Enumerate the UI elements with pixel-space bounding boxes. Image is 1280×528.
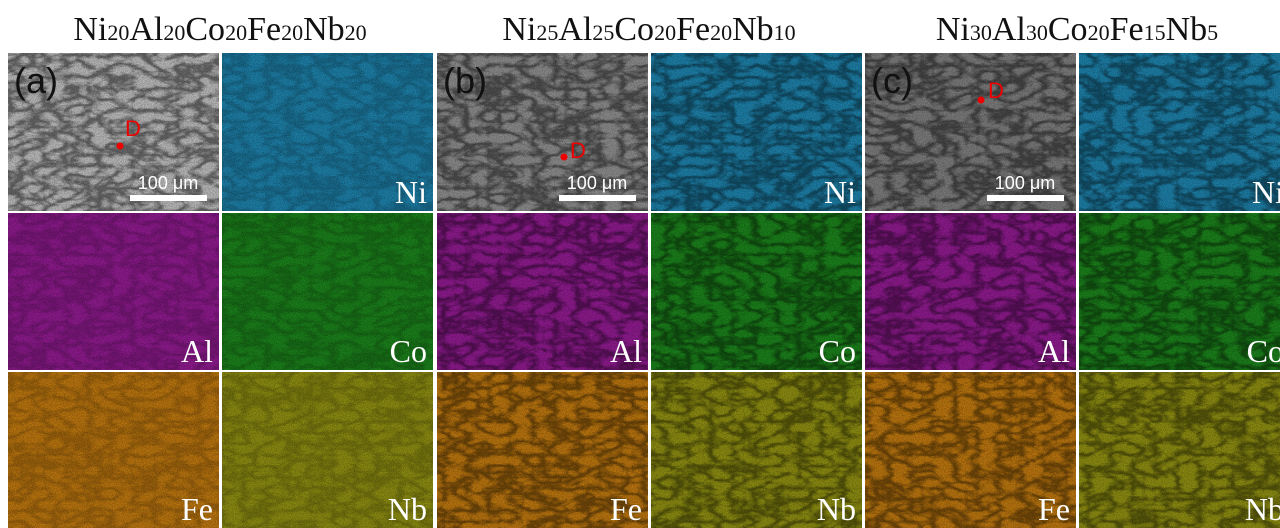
subscript: 15 <box>1144 20 1166 45</box>
scale-label: 100 μm <box>138 173 198 193</box>
element: Nb <box>303 11 345 48</box>
column-title: Ni25Al25Co20Fe20Nb10 <box>502 11 795 48</box>
subscript: 20 <box>281 20 303 45</box>
element-label: Al <box>610 333 642 369</box>
eds-map: Al <box>865 213 1076 370</box>
element-label: Co <box>819 333 856 369</box>
element: Al <box>558 11 592 48</box>
point-marker <box>978 97 985 104</box>
element: Ni <box>502 11 536 48</box>
element-label: Fe <box>1038 491 1070 527</box>
subscript: 30 <box>970 20 992 45</box>
element-label: Al <box>1038 333 1070 369</box>
panel-label: (a) <box>14 60 58 101</box>
eds-map: Al <box>437 213 648 370</box>
point-label: D <box>988 78 1004 103</box>
scale-bar <box>559 195 636 201</box>
eds-map: Fe <box>437 372 648 528</box>
panel-label: (b) <box>443 60 487 101</box>
eds-map: Ni <box>1079 53 1280 211</box>
element: Ni <box>73 11 107 48</box>
subscript: 20 <box>1088 20 1110 45</box>
subscript: 10 <box>774 20 796 45</box>
element: Al <box>992 11 1026 48</box>
element-label: Ni <box>1252 174 1280 210</box>
eds-map: Nb <box>1079 372 1280 528</box>
sem-image: (a) D 100 μm <box>8 53 219 211</box>
element-label: Nb <box>1245 491 1280 527</box>
element-label: Fe <box>610 491 642 527</box>
subscript: 20 <box>654 20 676 45</box>
scale-bar <box>130 195 207 201</box>
element-label: Al <box>181 333 213 369</box>
subscript: 25 <box>536 20 558 45</box>
eds-map: Co <box>651 213 862 370</box>
subscript: 20 <box>710 20 732 45</box>
subscript: 20 <box>107 20 129 45</box>
eds-map: Al <box>8 213 219 370</box>
scale-label: 100 μm <box>995 173 1055 193</box>
eds-map: Co <box>222 213 433 370</box>
element: Fe <box>247 11 281 48</box>
element: Co <box>614 11 654 48</box>
panels: (a) D 100 μm Ni Al Co Fe Nb (b) D 100 μm Ni Al Co Fe Nb… <box>8 53 1280 528</box>
point-label: D <box>125 116 141 141</box>
scale-bar <box>987 195 1064 201</box>
scale-label: 100 μm <box>567 173 627 193</box>
element: Fe <box>676 11 710 48</box>
element: Fe <box>1110 11 1144 48</box>
subscript: 5 <box>1207 20 1218 45</box>
element-label: Nb <box>388 491 427 527</box>
eds-map: Fe <box>865 372 1076 528</box>
subscript: 30 <box>1026 20 1048 45</box>
point-marker <box>561 154 568 161</box>
element-label: Fe <box>181 491 213 527</box>
eds-map: Co <box>1079 213 1280 370</box>
element: Ni <box>936 11 970 48</box>
element-label: Ni <box>395 174 427 210</box>
figure: (a) D 100 μm Ni Al Co Fe Nb (b) D 100 μm Ni Al Co Fe Nb… <box>0 0 1280 528</box>
noise <box>1079 53 1280 211</box>
element: Nb <box>1166 11 1208 48</box>
eds-map: Nb <box>651 372 862 528</box>
column-title: Ni20Al20Co20Fe20Nb20 <box>73 11 366 48</box>
element: Co <box>185 11 225 48</box>
subscript: 20 <box>225 20 247 45</box>
sem-image: (b) D 100 μm <box>437 53 648 211</box>
element-label: Nb <box>817 491 856 527</box>
element-label: Co <box>390 333 427 369</box>
element-label: Ni <box>824 174 856 210</box>
subscript: 20 <box>345 20 367 45</box>
element-label: Co <box>1247 333 1280 369</box>
column-title: Ni30Al30Co20Fe15Nb5 <box>936 11 1218 48</box>
point-label: D <box>570 138 586 163</box>
eds-map: Nb <box>222 372 433 528</box>
panel-label: (c) <box>871 60 913 101</box>
subscript: 25 <box>592 20 614 45</box>
subscript: 20 <box>163 20 185 45</box>
sem-image: (c) D 100 μm <box>865 53 1076 211</box>
element: Co <box>1048 11 1088 48</box>
element: Nb <box>732 11 774 48</box>
eds-map: Fe <box>8 372 219 528</box>
element: Al <box>129 11 163 48</box>
point-marker <box>117 143 124 150</box>
eds-map: Ni <box>222 53 433 211</box>
eds-map: Ni <box>651 53 862 211</box>
